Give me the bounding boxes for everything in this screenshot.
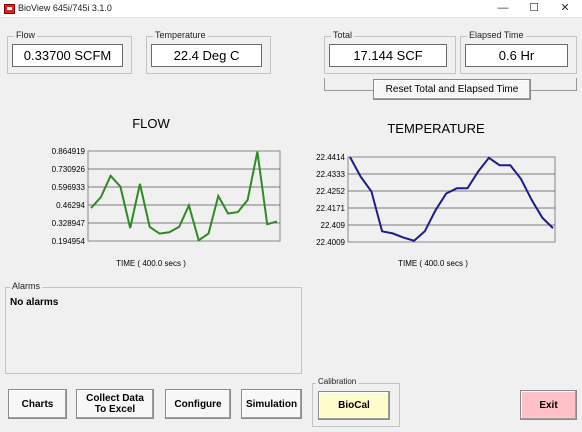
y-tick-label: 0.596933: [52, 183, 86, 192]
alarms-text: No alarms: [10, 297, 59, 308]
temperature-chart-title: TEMPERATURE: [387, 121, 485, 136]
collect-data-line2: To Excel: [94, 404, 136, 415]
y-tick-label: 0.730926: [52, 165, 86, 174]
flow-group: Flow 0.33700 SCFM: [7, 30, 132, 74]
charts-button[interactable]: Charts: [8, 389, 67, 419]
close-button[interactable]: ✕: [560, 2, 570, 14]
temperature-chart: 22.4414 22.4333 22.4252 22.4171 22.409 22.400…: [316, 153, 556, 247]
y-tick-label: 0.46294: [56, 201, 85, 210]
calibration-label: Calibration: [316, 377, 359, 386]
collect-data-line1: Collect Data: [86, 393, 144, 404]
elapsed-label: Elapsed Time: [467, 30, 526, 40]
plot-frame: [87, 150, 281, 242]
series-line: [349, 156, 554, 242]
y-tick-label: 22.409: [321, 221, 346, 230]
y-tick-label: 0.864919: [52, 147, 86, 156]
total-label: Total: [331, 30, 355, 40]
biocal-button[interactable]: BioCal: [318, 391, 390, 420]
title-bar: BioView 645i/745i 3.1.0 — ☐ ✕: [0, 0, 582, 18]
app-icon: [4, 4, 15, 14]
temperature-x-label: TIME ( 400.0 secs ): [398, 259, 468, 268]
temperature-value: 22.4 Deg C: [151, 44, 262, 67]
exit-button[interactable]: Exit: [520, 390, 577, 420]
y-tick-label: 22.4009: [316, 238, 345, 247]
flow-value: 0.33700 SCFM: [12, 44, 123, 67]
elapsed-group: Elapsed Time 0.6 Hr: [460, 30, 577, 74]
flow-label: Flow: [14, 30, 38, 40]
elapsed-value: 0.6 Hr: [465, 44, 568, 67]
temperature-label: Temperature: [153, 30, 208, 40]
total-value: 17.144 SCF: [329, 44, 447, 67]
flow-chart-title: FLOW: [132, 116, 170, 131]
window-title: BioView 645i/745i 3.1.0: [18, 3, 112, 13]
minimize-button[interactable]: —: [497, 2, 509, 14]
y-tick-label: 22.4252: [316, 187, 345, 196]
reset-total-button[interactable]: Reset Total and Elapsed Time: [373, 79, 531, 100]
flow-x-label: TIME ( 400.0 secs ): [116, 259, 186, 268]
temperature-group: Temperature 22.4 Deg C: [146, 30, 271, 74]
y-tick-label: 22.4414: [316, 153, 345, 162]
y-tick-label: 0.194954: [52, 237, 86, 246]
alarms-label: Alarms: [10, 281, 43, 291]
collect-data-button[interactable]: Collect Data To Excel: [76, 389, 154, 419]
y-tick-label: 0.328947: [52, 219, 86, 228]
configure-button[interactable]: Configure: [165, 389, 231, 419]
calibration-group: Calibration BioCal: [312, 377, 400, 427]
maximize-button[interactable]: ☐: [529, 2, 539, 14]
simulation-button[interactable]: Simulation: [241, 389, 302, 419]
total-group: Total 17.144 SCF: [324, 30, 456, 74]
y-tick-label: 22.4171: [316, 204, 345, 213]
flow-chart: 0.864919 0.730926 0.596933 0.46294 0.328947 0…: [52, 147, 281, 246]
alarms-group: Alarms No alarms: [5, 281, 302, 374]
series-line: [90, 151, 278, 242]
y-tick-label: 22.4333: [316, 170, 345, 179]
plot-frame: [347, 156, 556, 243]
